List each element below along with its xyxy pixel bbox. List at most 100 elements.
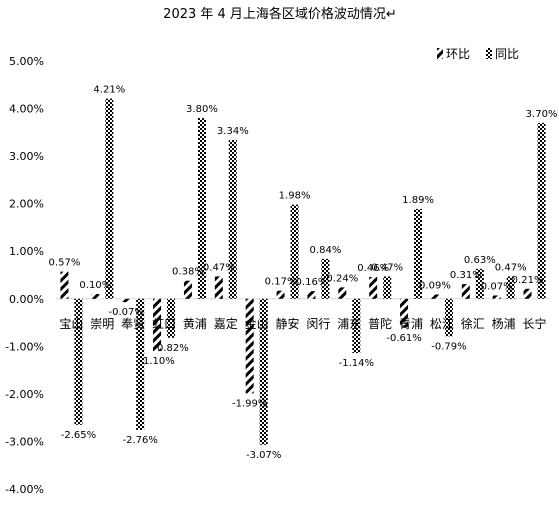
y-tick-label: -4.00% xyxy=(5,483,44,496)
bar-tb-9 xyxy=(352,298,361,353)
data-label-hb-2: -0.07% xyxy=(108,307,143,318)
category-label: 闵行 xyxy=(306,316,330,331)
bar-hb-11 xyxy=(400,298,409,328)
bar-hb-2 xyxy=(122,298,131,303)
category-label: 普陀 xyxy=(368,316,392,331)
bar-tb-2 xyxy=(136,298,145,431)
bars xyxy=(60,98,546,445)
data-label-tb-2: -2.76% xyxy=(122,435,157,446)
data-label-tb-1: 4.21% xyxy=(93,85,125,96)
category-label: 奉贤 xyxy=(121,317,145,331)
bar-hb-13 xyxy=(461,284,470,299)
chart-legend: 环比 同比 xyxy=(437,47,519,61)
bar-hb-10 xyxy=(369,276,378,299)
data-label-tb-10: 0.47% xyxy=(371,262,403,273)
y-tick-label: 5.00% xyxy=(9,55,44,68)
data-label-tb-13: 0.63% xyxy=(464,255,496,266)
bar-hb-12 xyxy=(430,294,439,299)
data-label-hb-12: 0.09% xyxy=(419,280,451,291)
data-label-hb-14: 0.07% xyxy=(481,281,513,292)
bar-hb-1 xyxy=(91,294,100,299)
data-label-tb-15: 3.70% xyxy=(526,109,558,120)
data-label-hb-13: 0.31% xyxy=(450,270,482,281)
bar-hb-8 xyxy=(307,291,316,299)
bar-hb-4 xyxy=(183,280,192,299)
bar-tb-3 xyxy=(167,298,176,338)
category-label: 金山 xyxy=(245,316,269,331)
bar-hb-15 xyxy=(523,288,532,299)
category-label: 静安 xyxy=(276,316,300,331)
data-label-hb-11: -0.61% xyxy=(386,333,421,344)
bar-tb-13 xyxy=(475,268,484,299)
category-labels: 宝山 崇明 奉贤 虹口 黄浦 嘉定 金山 静安 闵行 浦东 普陀 青浦 松江 徐汇 杨浦 长宁 xyxy=(59,316,546,331)
y-tick-label: 2.00% xyxy=(9,198,44,211)
data-label-tb-3: -0.82% xyxy=(153,343,188,354)
bar-tb-7 xyxy=(290,204,299,299)
data-label-tb-11: 1.89% xyxy=(402,195,434,206)
bar-hb-7 xyxy=(276,290,285,299)
data-label-tb-0: -2.65% xyxy=(61,430,96,441)
bar-tb-4 xyxy=(197,118,206,299)
bar-tb-15 xyxy=(537,122,546,299)
category-label: 徐汇 xyxy=(461,316,485,331)
bar-hb-3 xyxy=(153,298,162,352)
data-label-hb-9: 0.24% xyxy=(326,273,358,284)
bar-tb-11 xyxy=(414,208,423,299)
bar-tb-0 xyxy=(74,298,83,425)
category-label: 浦东 xyxy=(337,317,361,331)
bar-hb-0 xyxy=(60,271,69,299)
category-label: 虹口 xyxy=(152,317,176,331)
y-tick-label: 4.00% xyxy=(9,103,44,116)
y-tick-label: -2.00% xyxy=(5,388,44,401)
data-labels: 0.57% -2.65% 0.10% 4.21% -0.07% -2.76% -1.10% -… xyxy=(49,85,558,461)
chart-title: 2023 年 4 月上海各区域价格波动情况↵ xyxy=(163,6,397,22)
legend-swatch-hb xyxy=(437,48,443,59)
bar-tb-1 xyxy=(105,98,114,299)
category-label: 黄浦 xyxy=(183,317,207,331)
data-label-hb-1: 0.10% xyxy=(79,280,111,291)
category-label: 长宁 xyxy=(523,316,547,331)
category-label: 杨浦 xyxy=(492,316,516,331)
category-label: 宝山 xyxy=(59,317,83,331)
bar-hb-9 xyxy=(338,287,347,299)
bar-tb-5 xyxy=(228,139,237,299)
data-label-hb-8: 0.16% xyxy=(296,277,328,288)
bar-tb-14 xyxy=(506,276,515,299)
category-label: 崇明 xyxy=(90,317,114,331)
data-label-tb-9: -1.14% xyxy=(339,358,374,369)
data-label-tb-4: 3.80% xyxy=(186,104,218,115)
data-label-hb-7: 0.17% xyxy=(265,277,297,288)
category-label: 松江 xyxy=(430,317,454,331)
data-label-tb-6: -3.07% xyxy=(246,450,281,461)
y-tick-label: 3.00% xyxy=(9,150,44,163)
bar-hb-6 xyxy=(245,298,254,394)
category-label: 嘉定 xyxy=(214,316,238,331)
data-label-tb-14: 0.47% xyxy=(495,262,527,273)
category-label: 青浦 xyxy=(399,317,423,331)
y-tick-label: 1.00% xyxy=(9,245,44,258)
data-label-tb-5: 3.34% xyxy=(217,126,249,137)
data-label-hb-5: 0.47% xyxy=(203,262,235,273)
bar-tb-8 xyxy=(321,258,330,299)
bar-tb-6 xyxy=(259,298,268,445)
data-label-hb-10: 0.46% xyxy=(357,263,389,274)
data-label-hb-4: 0.38% xyxy=(172,267,204,278)
data-label-hb-3: -1.10% xyxy=(139,356,174,367)
y-tick-label: -3.00% xyxy=(5,435,44,448)
bar-tb-10 xyxy=(383,276,392,299)
legend-swatch-tb xyxy=(486,48,492,59)
data-label-tb-7: 1.98% xyxy=(279,191,311,202)
legend-label-hb: 环比 xyxy=(446,47,470,61)
y-tick-label: -1.00% xyxy=(5,340,44,353)
data-label-tb-12: -0.79% xyxy=(431,341,466,352)
data-label-tb-8: 0.84% xyxy=(310,245,342,256)
y-tick-label: 0.00% xyxy=(9,293,44,306)
data-label-hb-6: -1.99% xyxy=(232,398,267,409)
data-label-hb-0: 0.57% xyxy=(49,258,81,269)
bar-hb-5 xyxy=(214,276,223,299)
bar-tb-12 xyxy=(444,298,453,337)
bar-hb-14 xyxy=(492,295,501,299)
legend-label-tb: 同比 xyxy=(495,47,519,61)
